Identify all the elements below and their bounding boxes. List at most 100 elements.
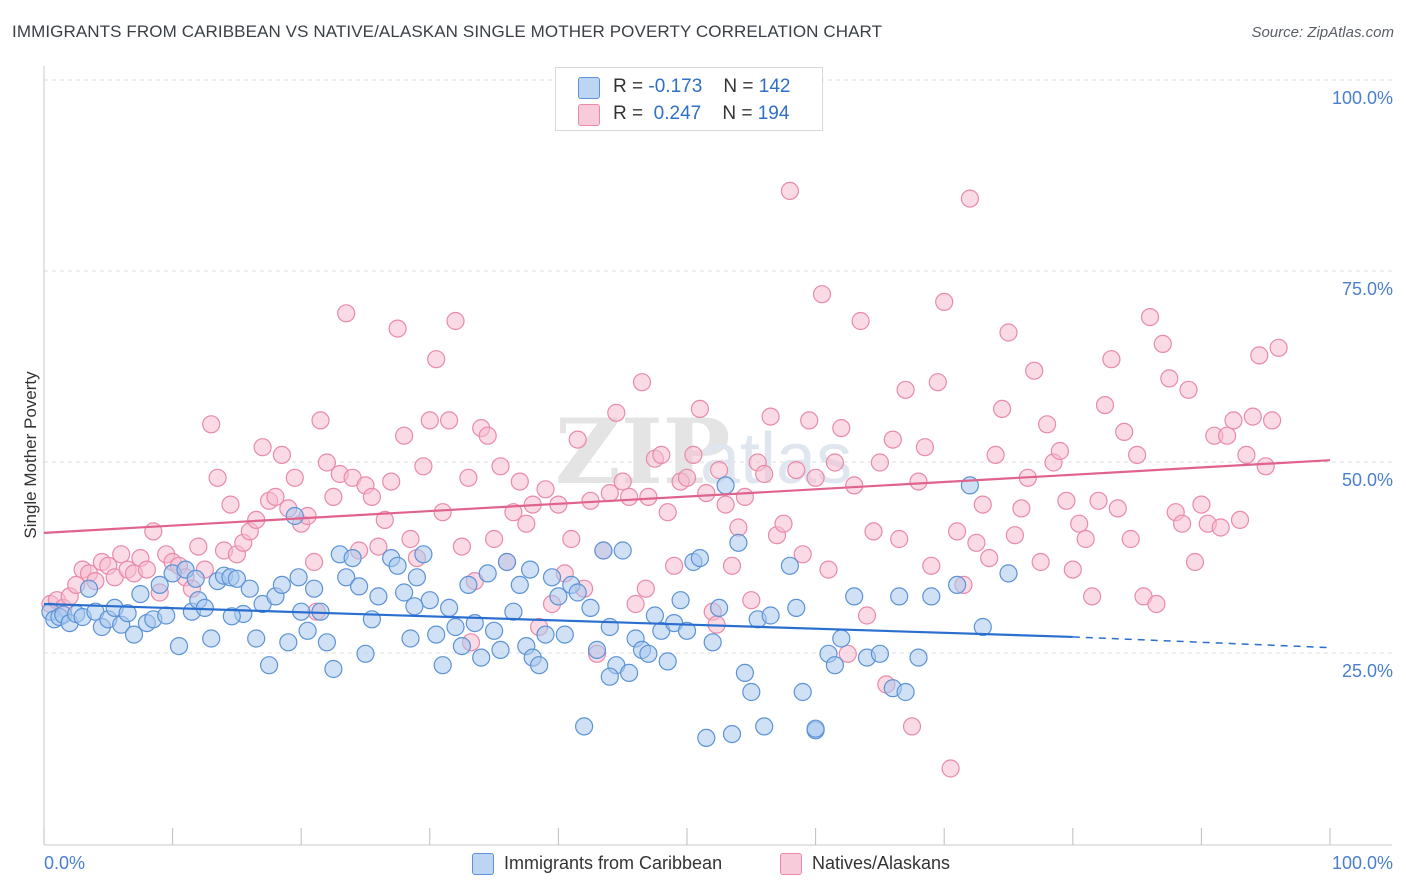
point-immigrants-caribbean <box>79 579 99 598</box>
y-axis-label: Single Mother Poverty <box>21 371 40 539</box>
point-natives-alaskans <box>375 510 394 530</box>
point-natives-alaskans <box>1192 495 1211 514</box>
point-natives-alaskans <box>864 522 883 541</box>
point-natives-alaskans <box>825 453 845 472</box>
point-natives-alaskans <box>1140 308 1160 327</box>
grid-lines <box>44 79 1392 654</box>
point-natives-alaskans <box>1108 499 1127 518</box>
point-natives-alaskans <box>626 594 645 614</box>
point-natives-alaskans <box>485 529 504 549</box>
point-natives-alaskans <box>1147 594 1166 614</box>
point-natives-alaskans <box>1115 422 1134 441</box>
point-natives-alaskans <box>478 426 497 445</box>
point-natives-alaskans <box>208 468 227 487</box>
point-natives-alaskans <box>909 472 928 491</box>
point-natives-alaskans <box>452 537 471 556</box>
point-immigrants-caribbean <box>440 598 459 618</box>
legend-r-label: R = <box>613 76 644 97</box>
point-natives-alaskans <box>735 487 755 506</box>
point-natives-alaskans <box>697 484 716 503</box>
point-immigrants-caribbean <box>260 656 279 675</box>
point-natives-alaskans <box>1050 441 1070 461</box>
point-immigrants-caribbean <box>896 682 915 702</box>
point-natives-alaskans <box>1057 491 1076 510</box>
point-immigrants-caribbean <box>574 717 594 736</box>
point-natives-alaskans <box>1224 411 1243 430</box>
point-immigrants-caribbean <box>697 728 716 748</box>
point-immigrants-caribbean <box>600 667 619 686</box>
point-natives-alaskans <box>1063 560 1082 579</box>
point-immigrants-caribbean <box>169 636 189 656</box>
point-natives-alaskans <box>1256 457 1275 476</box>
point-natives-alaskans <box>851 311 870 331</box>
point-immigrants-caribbean <box>947 575 967 595</box>
point-immigrants-caribbean <box>343 548 362 568</box>
point-natives-alaskans <box>1127 445 1147 464</box>
point-natives-alaskans <box>832 419 851 438</box>
point-natives-alaskans <box>755 464 774 484</box>
point-natives-alaskans <box>202 415 221 434</box>
point-natives-alaskans <box>980 548 999 568</box>
point-natives-alaskans <box>1076 529 1095 549</box>
point-natives-alaskans <box>382 472 401 491</box>
point-natives-alaskans <box>896 380 915 399</box>
point-immigrants-caribbean <box>594 541 613 560</box>
point-natives-alaskans <box>677 468 697 487</box>
point-natives-alaskans <box>922 556 941 575</box>
point-immigrants-caribbean <box>317 633 336 652</box>
source-label: Source: ZipAtlas.com <box>1251 24 1394 41</box>
point-immigrants-caribbean <box>825 656 845 675</box>
point-immigrants-caribbean <box>285 506 304 526</box>
point-immigrants-caribbean <box>658 652 677 671</box>
point-natives-alaskans <box>1269 338 1288 357</box>
point-immigrants-caribbean <box>356 644 375 663</box>
point-immigrants-caribbean <box>279 633 298 652</box>
point-immigrants-caribbean <box>722 724 742 744</box>
point-natives-alaskans <box>369 537 388 556</box>
point-immigrants-caribbean <box>272 575 291 595</box>
point-immigrants-caribbean <box>536 625 555 644</box>
point-immigrants-caribbean <box>427 625 446 644</box>
point-natives-alaskans <box>285 468 304 487</box>
point-immigrants-caribbean <box>832 629 851 648</box>
point-natives-alaskans <box>1243 407 1262 426</box>
point-immigrants-caribbean <box>497 552 517 572</box>
y-tick-label-100: 100.0% <box>1332 88 1393 108</box>
point-natives-alaskans <box>433 503 452 522</box>
point-natives-alaskans <box>684 445 703 464</box>
point-natives-alaskans <box>1172 514 1192 533</box>
point-natives-alaskans <box>1089 491 1108 510</box>
point-natives-alaskans <box>253 438 272 457</box>
point-immigrants-caribbean <box>504 602 523 621</box>
point-immigrants-caribbean <box>150 575 169 595</box>
point-immigrants-caribbean <box>973 617 992 637</box>
point-natives-alaskans <box>491 457 510 476</box>
point-natives-alaskans <box>658 503 677 522</box>
point-immigrants-caribbean <box>157 606 176 625</box>
point-immigrants-caribbean <box>337 568 356 587</box>
point-immigrants-caribbean <box>118 604 137 623</box>
point-natives-alaskans <box>742 591 761 610</box>
point-natives-alaskans <box>324 487 343 506</box>
point-natives-alaskans <box>1217 426 1237 445</box>
point-natives-alaskans <box>729 518 748 537</box>
point-immigrants-caribbean <box>433 656 452 675</box>
trend-lines <box>43 459 1331 649</box>
point-natives-alaskans <box>928 373 947 392</box>
trend-line-caribbean <box>43 602 1073 639</box>
point-natives-alaskans <box>890 529 909 549</box>
point-natives-alaskans <box>812 285 832 304</box>
point-natives-alaskans <box>870 453 890 472</box>
point-immigrants-caribbean <box>401 629 420 648</box>
point-immigrants-caribbean <box>405 597 424 616</box>
point-natives-alaskans <box>774 514 793 533</box>
point-natives-alaskans <box>504 503 523 522</box>
point-natives-alaskans <box>510 472 529 491</box>
legend-n-value: 142 <box>758 76 791 97</box>
point-natives-alaskans <box>401 529 420 549</box>
point-natives-alaskans <box>941 759 960 778</box>
point-natives-alaskans <box>311 411 330 430</box>
point-natives-alaskans <box>568 430 587 449</box>
point-natives-alaskans <box>1095 396 1115 415</box>
point-natives-alaskans <box>780 181 800 200</box>
